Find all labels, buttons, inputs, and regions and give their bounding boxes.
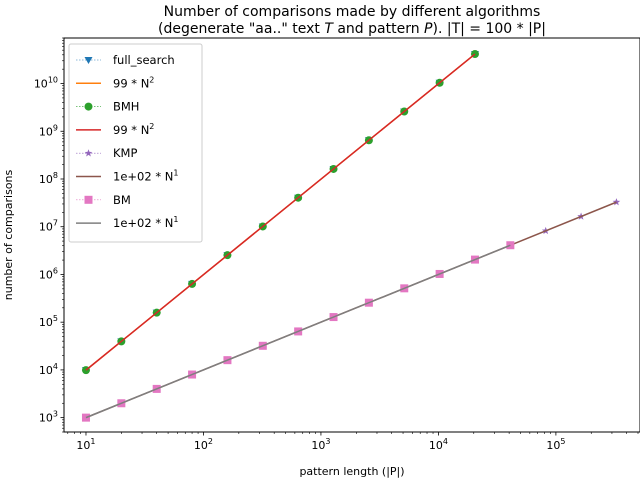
x-tick-label: 104 xyxy=(429,437,448,452)
y-tick-label: 109 xyxy=(39,123,58,138)
legend-item: 1e+02 * N1 xyxy=(76,169,178,184)
data-point xyxy=(612,198,621,206)
y-tick-label: 104 xyxy=(39,362,58,377)
fit-line xyxy=(85,244,511,419)
x-tick-label: 102 xyxy=(194,437,213,452)
plot-area xyxy=(63,37,640,433)
legend-item: 1e+02 * N1 xyxy=(76,215,178,230)
series-layer xyxy=(81,50,621,422)
chart-title-line1: Number of comparisons made by different … xyxy=(164,4,541,20)
legend-label: 99 * N2 xyxy=(113,75,154,90)
y-tick-label: 105 xyxy=(39,314,58,329)
x-tick-label: 105 xyxy=(546,437,565,452)
y-tick-label: 106 xyxy=(39,266,58,281)
legend-label: 99 * N2 xyxy=(113,122,154,137)
legend-item: KMP xyxy=(76,146,137,160)
y-tick-label: 1010 xyxy=(34,76,58,91)
legend-label: full_search xyxy=(113,53,175,67)
legend-label: KMP xyxy=(113,146,137,160)
data-point xyxy=(81,413,90,422)
legend-item: 99 * N2 xyxy=(76,122,154,137)
x-axis-label: pattern length (|P|) xyxy=(299,465,404,478)
y-tick-label: 107 xyxy=(39,219,58,234)
y-axis-label: number of comparisons xyxy=(2,169,15,300)
legend-marker xyxy=(84,149,93,157)
x-tick-label: 101 xyxy=(76,437,95,452)
legend-item: BM xyxy=(76,193,131,207)
series-3-fit-line xyxy=(85,53,476,371)
x-axis: 101 102 103 104 105 xyxy=(67,432,639,452)
chart-title-line2: (degenerate "aa.." text T and pattern P)… xyxy=(158,21,546,37)
y-tick-label: 108 xyxy=(39,171,58,186)
series-7-fit-line xyxy=(85,244,511,419)
legend-frame xyxy=(68,43,203,243)
legend-item: 99 * N2 xyxy=(76,75,154,90)
legend-item: full_search xyxy=(76,53,175,67)
x-tick-label: 103 xyxy=(311,437,330,452)
legend-label: BM xyxy=(113,193,131,207)
y-axis: 103 104 105 106 107 108 109 1010 xyxy=(34,37,64,433)
legend-marker xyxy=(84,102,93,111)
legend-marker xyxy=(84,57,93,64)
legend: full_search 99 * N2 BMH 99 * N2 KMP 1e+02 * N… xyxy=(68,43,203,243)
legend-label: BMH xyxy=(113,100,139,114)
y-tick-label: 103 xyxy=(39,410,58,425)
legend-item: BMH xyxy=(76,100,139,114)
legend-label: 1e+02 * N1 xyxy=(113,169,178,184)
legend-label: 1e+02 * N1 xyxy=(113,215,178,230)
legend-marker xyxy=(84,195,93,204)
fit-line xyxy=(85,53,476,371)
